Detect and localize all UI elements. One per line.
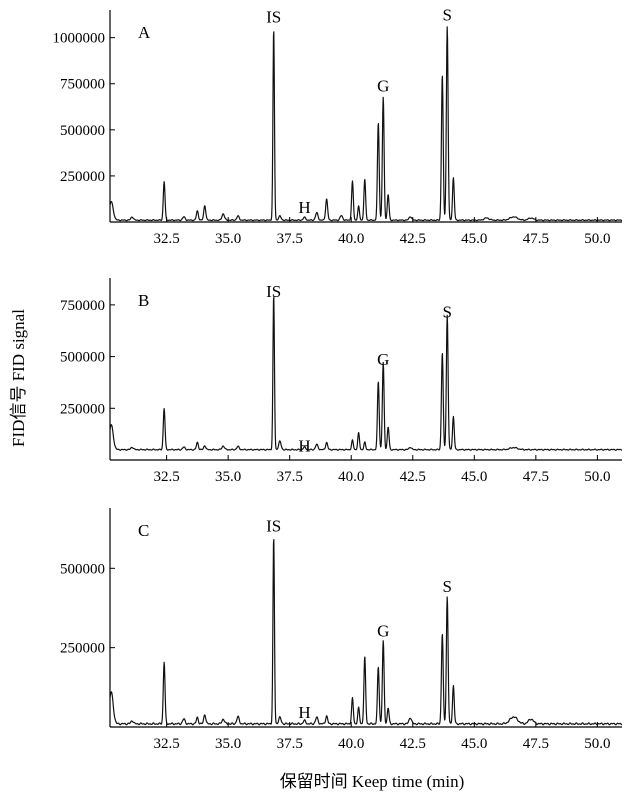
panel-label: C (138, 521, 149, 540)
chart-panels: 250000 500000 750000 1000000 32.5 35.0 37.5 40.… (53, 5, 623, 752)
trace-b (109, 296, 623, 451)
x-axis-title: 保留时间 Keep time (min) (280, 772, 465, 791)
x-tick-label: 42.5 (400, 469, 426, 485)
x-tick-label: 37.5 (277, 231, 303, 247)
y-tick-label: 250000 (60, 401, 105, 417)
y-tick-label: 250000 (60, 641, 105, 657)
x-tick-label: 40.0 (338, 736, 364, 752)
x-tick-label: 32.5 (153, 736, 179, 752)
panel-label: A (138, 23, 151, 42)
peak-label-s: S (442, 5, 451, 24)
peak-label-is: IS (266, 517, 281, 536)
x-tick-label: 47.5 (523, 469, 549, 485)
x-tick-label: 35.0 (215, 469, 241, 485)
y-tick-label: 750000 (60, 298, 105, 314)
x-tick-label: 40.0 (338, 231, 364, 247)
x-tick-label: 35.0 (215, 736, 241, 752)
x-tick-label: 35.0 (215, 231, 241, 247)
trace-a (109, 26, 623, 222)
y-tick-label: 500000 (60, 123, 105, 139)
x-tick-label: 47.5 (523, 231, 549, 247)
x-tick-label: 45.0 (461, 231, 487, 247)
peak-label-is: IS (266, 7, 281, 26)
x-tick-label: 37.5 (277, 736, 303, 752)
peak-label-is: IS (266, 282, 281, 301)
peak-label-h: H (298, 198, 310, 217)
y-axis-title: FID信号 FID signal (9, 309, 28, 447)
x-tick-label: 32.5 (153, 231, 179, 247)
x-tick-label: 42.5 (400, 231, 426, 247)
y-tick-label: 500000 (60, 350, 105, 366)
x-tick-label: 40.0 (338, 469, 364, 485)
peak-label-s: S (442, 577, 451, 596)
x-tick-label: 42.5 (400, 736, 426, 752)
x-tick-label: 45.0 (461, 469, 487, 485)
x-tick-label: 50.0 (584, 231, 610, 247)
peak-label-g: G (377, 76, 389, 95)
peak-label-h: H (298, 437, 310, 456)
y-tick-label: 250000 (60, 169, 105, 185)
x-tick-label: 45.0 (461, 736, 487, 752)
peak-label-g: G (377, 621, 389, 640)
y-tick-label: 1000000 (53, 31, 106, 47)
y-tick-label: 500000 (60, 561, 105, 577)
panel-a: 250000 500000 750000 1000000 32.5 35.0 37.5 40.… (53, 5, 623, 247)
peak-label-h: H (298, 703, 310, 722)
trace-c (109, 539, 623, 726)
y-tick-label: 750000 (60, 77, 105, 93)
peak-label-s: S (442, 303, 451, 322)
x-tick-label: 37.5 (277, 469, 303, 485)
x-tick-label: 50.0 (584, 736, 610, 752)
x-tick-label: 32.5 (153, 469, 179, 485)
x-tick-label: 50.0 (584, 469, 610, 485)
panel-c: 250000 500000 32.5 35.0 37.5 40.0 42.5 45.0 47.5… (60, 508, 623, 752)
panel-label: B (138, 291, 149, 310)
panel-b: 250000 500000 750000 32.5 35.0 37.5 40.0 42.5 45… (60, 278, 623, 485)
peak-label-g: G (377, 350, 389, 369)
x-tick-label: 47.5 (523, 736, 549, 752)
